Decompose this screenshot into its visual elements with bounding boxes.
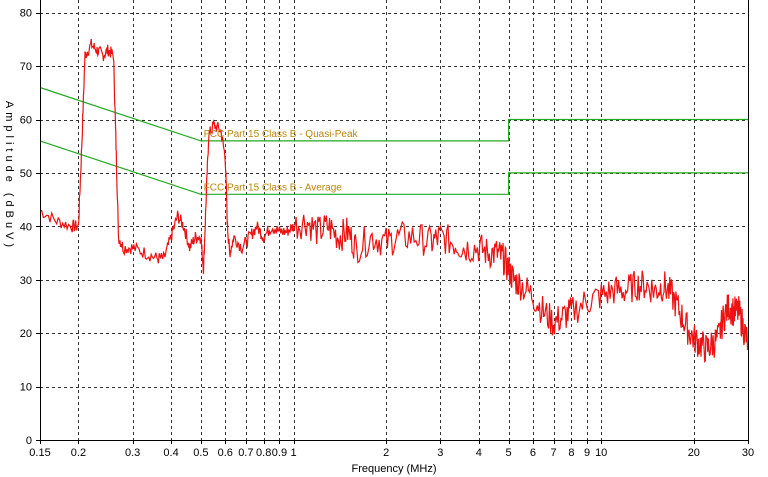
x-tick-label-19: 20 (688, 447, 700, 459)
x-tick-label-9: 1 (290, 447, 296, 459)
x-tick-label-7: 0.8 (256, 447, 271, 459)
x-tick-labels: 0.15 0.2 0.3 0.4 0.5 0.6 0.7 0.8 0.9 1 2 3 4 5 6 7 8 9 10 2… (29, 447, 754, 459)
y-tick-label-3: 30 (20, 275, 32, 287)
x-tick-label-15: 7 (550, 447, 556, 459)
y-tick-label-0: 0 (26, 435, 32, 447)
x-tick-label-13: 5 (506, 447, 512, 459)
limit-label-0: FCC Part 15 Class B - Quasi-Peak (204, 129, 359, 140)
x-tick-label-18: 10 (595, 447, 607, 459)
x-tick-label-10: 2 (383, 447, 389, 459)
x-tick-label-16: 8 (568, 447, 574, 459)
measurement-trace (39, 38, 749, 363)
plot-frame (36, 0, 749, 444)
x-tick-label-11: 3 (437, 447, 443, 459)
y-tick-label-2: 20 (20, 328, 32, 340)
y-axis-label: Amplitude (dBuV) (3, 101, 15, 251)
limit-label-1: FCC Part 15 Class B - Average (204, 182, 343, 193)
x-tick-label-4: 0.5 (193, 447, 208, 459)
y-tick-label-7: 70 (20, 61, 32, 73)
series-layer (39, 38, 749, 363)
y-tick-label-1: 10 (20, 382, 32, 394)
x-tick-label-14: 6 (530, 447, 536, 459)
y-tick-label-4: 40 (20, 221, 32, 233)
y-tick-labels: 0 10 20 30 40 50 60 70 80 (20, 8, 32, 447)
x-tick-label-6: 0.7 (238, 447, 253, 459)
x-tick-label-1: 0.2 (71, 447, 86, 459)
x-tick-label-5: 0.6 (218, 447, 233, 459)
x-axis-label: Frequency (MHz) (352, 463, 437, 475)
limit-line-0 (39, 86, 748, 142)
grid (40, 0, 749, 441)
x-tick-label-0: 0.15 (29, 447, 50, 459)
limit-line-1 (39, 140, 748, 195)
y-tick-label-5: 50 (20, 168, 32, 180)
x-tick-label-2: 0.3 (125, 447, 140, 459)
y-tick-label-6: 60 (20, 115, 32, 127)
x-tick-label-12: 4 (476, 447, 482, 459)
y-tick-label-8: 80 (20, 8, 32, 20)
x-tick-label-20: 30 (742, 447, 754, 459)
annotation-layer: FCC Part 15 Class B - Quasi-Peak FCC Part… (204, 129, 359, 193)
x-tick-label-17: 9 (584, 447, 590, 459)
x-tick-label-3: 0.4 (163, 447, 178, 459)
x-tick-label-8: 0.9 (272, 447, 287, 459)
